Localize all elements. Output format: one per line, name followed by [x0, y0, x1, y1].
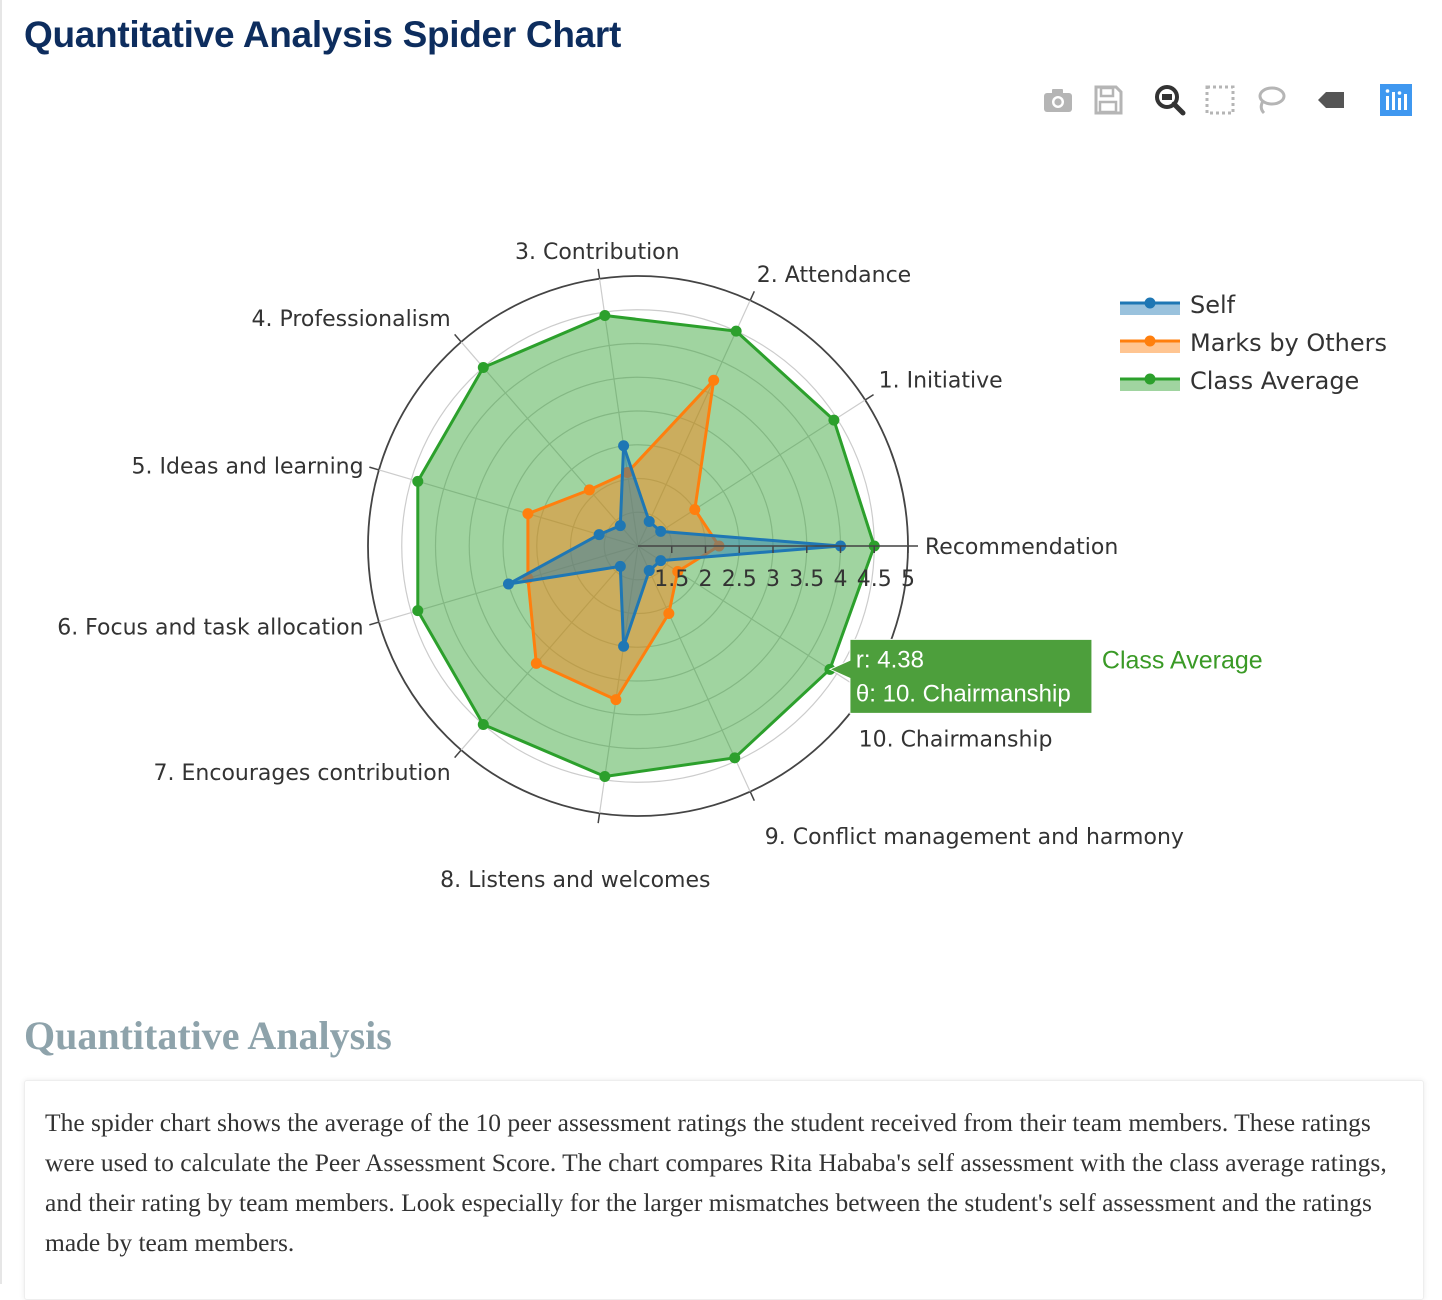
- series-point[interactable]: [614, 560, 626, 572]
- series-point[interactable]: [729, 752, 741, 764]
- category-label: 8. Listens and welcomes: [440, 868, 710, 893]
- series-point[interactable]: [530, 657, 542, 669]
- radar-spoke: [460, 545, 639, 751]
- angular-tick: [749, 290, 755, 301]
- category-label: 1. Initiative: [879, 368, 1003, 393]
- radar-spoke: [637, 300, 751, 547]
- legend-item[interactable]: Self: [1120, 291, 1236, 319]
- series-point[interactable]: [614, 520, 626, 532]
- radar-spoke: [637, 399, 866, 547]
- series-point[interactable]: [599, 771, 611, 783]
- angular-tick: [454, 333, 462, 343]
- legend-swatch: [1120, 303, 1180, 315]
- angular-tick: [369, 621, 380, 626]
- category-label: 4. Professionalism: [251, 307, 450, 332]
- legend-swatch: [1120, 379, 1180, 391]
- category-label: 2. Attendance: [757, 263, 911, 288]
- series-point[interactable]: [477, 719, 489, 731]
- plotly-logo-icon[interactable]: [1376, 80, 1416, 120]
- section-heading: Quantitative Analysis: [24, 1013, 392, 1058]
- radar-svg[interactable]: 1.5 2 2.5 3 3.5 4 4.5 5 Recommendation 1. Initia…: [2, 140, 1442, 1000]
- category-label: 10. Chairmanship: [859, 728, 1053, 753]
- description-card: The spider chart shows the average of th…: [24, 1080, 1424, 1300]
- series-point[interactable]: [522, 508, 534, 520]
- category-label: 3. Contribution: [515, 240, 680, 265]
- radial-tick-label: 4.5: [857, 567, 892, 592]
- series-point[interactable]: [655, 525, 667, 537]
- legend-marker: [1144, 297, 1156, 309]
- angular-tick: [864, 393, 874, 401]
- angular-tick: [597, 268, 601, 279]
- legend-item[interactable]: Class Average: [1120, 367, 1359, 395]
- legend-label: Class Average: [1190, 367, 1359, 395]
- save-icon[interactable]: [1088, 80, 1128, 120]
- category-label: Recommendation: [925, 535, 1118, 560]
- radial-tick-label: 3: [766, 567, 780, 592]
- series-point[interactable]: [730, 325, 742, 337]
- camera-icon[interactable]: [1038, 80, 1078, 120]
- box-select-icon[interactable]: [1200, 80, 1240, 120]
- tooltip-box: [828, 638, 1093, 714]
- series-marks-by-others[interactable]: [522, 374, 725, 706]
- category-label: 5. Ideas and learning: [132, 454, 364, 479]
- legend-label: Self: [1190, 291, 1236, 319]
- series-point[interactable]: [412, 475, 424, 487]
- lasso-icon[interactable]: [1250, 80, 1290, 120]
- series-point[interactable]: [477, 361, 489, 373]
- series-point[interactable]: [593, 529, 605, 541]
- hover-tooltip: r: 4.38 θ: 10. Chairmanship Class Average: [828, 638, 1263, 714]
- radar-spoke: [460, 341, 639, 547]
- series-point[interactable]: [643, 515, 655, 527]
- series-point[interactable]: [672, 566, 684, 578]
- series-point[interactable]: [412, 605, 424, 617]
- description-text: The spider chart shows the average of th…: [45, 1108, 1387, 1257]
- chart-legend[interactable]: Self Marks by Others Class Average: [1120, 291, 1387, 395]
- radial-tick-label: 2: [699, 567, 713, 592]
- series-point[interactable]: [643, 565, 655, 577]
- radar-spoke: [598, 545, 639, 814]
- series-point[interactable]: [502, 578, 514, 590]
- angular-tick: [369, 466, 380, 471]
- angular-tick: [597, 813, 601, 824]
- pan-tag-icon[interactable]: [1312, 80, 1352, 120]
- series-point[interactable]: [618, 640, 630, 652]
- series-point[interactable]: [663, 608, 675, 620]
- tooltip-r-value: r: 4.38: [856, 646, 924, 673]
- legend-swatch: [1120, 341, 1180, 353]
- angular-axis-labels: Recommendation 1. Initiative 2. Attendance…: [57, 240, 1184, 893]
- series-point[interactable]: [708, 374, 720, 386]
- category-label: 7. Encourages contribution: [154, 761, 451, 786]
- radial-tick-label: 5: [901, 567, 915, 592]
- series-point[interactable]: [618, 440, 630, 452]
- radial-tick-label: 2.5: [722, 567, 757, 592]
- series-area[interactable]: [526, 378, 721, 702]
- radar-spoke: [598, 278, 639, 547]
- series-point[interactable]: [599, 309, 611, 321]
- legend-item[interactable]: Marks by Others: [1120, 329, 1387, 357]
- zoom-icon[interactable]: [1150, 80, 1190, 120]
- category-label: 9. Conflict management and harmony: [765, 825, 1184, 850]
- angular-tick: [454, 749, 462, 759]
- angular-tick: [749, 791, 755, 802]
- tooltip-theta-value: θ: 10. Chairmanship: [856, 680, 1071, 707]
- radial-tick-label: 3.5: [789, 567, 824, 592]
- radial-tick-label: 4: [834, 567, 848, 592]
- spider-chart[interactable]: 1.5 2 2.5 3 3.5 4 4.5 5 Recommendation 1. Initia…: [2, 140, 1442, 1000]
- series-point[interactable]: [610, 694, 622, 706]
- radial-axis: 1.5 2 2.5 3 3.5 4 4.5 5: [638, 545, 915, 592]
- radial-tick-label: 1.5: [654, 567, 689, 592]
- category-label: 6. Focus and task allocation: [57, 616, 363, 641]
- legend-marker: [1144, 335, 1156, 347]
- series-point[interactable]: [689, 504, 701, 516]
- series-point[interactable]: [583, 484, 595, 496]
- legend-marker: [1144, 373, 1156, 385]
- page-title: Quantitative Analysis Spider Chart: [24, 14, 622, 55]
- radar-spoke: [637, 545, 751, 792]
- tooltip-series-name: Class Average: [1102, 646, 1263, 674]
- legend-label: Marks by Others: [1190, 329, 1387, 357]
- chart-modebar: [1038, 80, 1418, 120]
- series-point[interactable]: [655, 555, 667, 567]
- series-point[interactable]: [828, 414, 840, 426]
